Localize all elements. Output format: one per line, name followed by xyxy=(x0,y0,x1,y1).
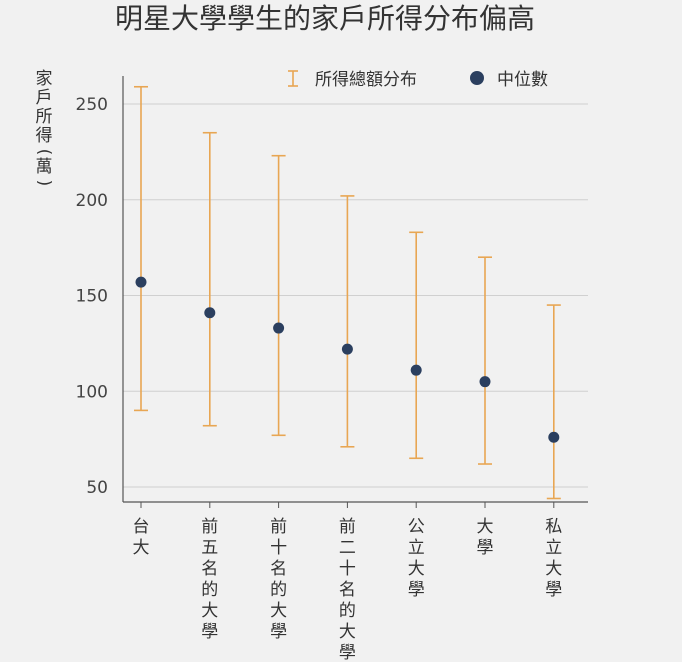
y-axis-label: 家戶所得(萬) xyxy=(34,69,54,187)
median-point xyxy=(135,276,147,288)
legend: 所得總額分布 中位數 xyxy=(288,70,548,90)
median-point xyxy=(204,307,216,319)
x-category-label: 前十名的大學 xyxy=(270,517,287,642)
x-category-label: 大學 xyxy=(477,517,494,558)
median-point xyxy=(273,322,285,334)
x-category-label: 前五名的大學 xyxy=(201,517,218,642)
y-tick-label: 150 xyxy=(76,287,108,307)
legend-item-range: 所得總額分布 xyxy=(288,70,417,90)
range-bar xyxy=(271,154,286,437)
legend-item-median: 中位數 xyxy=(470,70,548,90)
range-bar xyxy=(340,195,355,448)
y-tick-label: 200 xyxy=(76,191,108,211)
x-category-label: 台大 xyxy=(133,517,150,558)
y-tick-labels: 50 100 150 200 250 xyxy=(76,95,108,498)
median-point xyxy=(410,364,422,376)
range-bar xyxy=(202,131,217,427)
range-bar xyxy=(546,304,561,500)
median-points xyxy=(135,276,560,443)
y-tick-label: 100 xyxy=(76,382,108,402)
median-point xyxy=(341,343,353,355)
legend-label-median: 中位數 xyxy=(497,70,548,90)
median-point xyxy=(548,431,560,443)
y-tick-label: 250 xyxy=(76,95,108,115)
range-bar xyxy=(478,256,492,465)
gridlines xyxy=(123,103,588,488)
x-category-label: 公立大學 xyxy=(408,517,425,600)
range-bar xyxy=(409,231,424,460)
x-category-label: 前二十名的大學 xyxy=(339,517,356,662)
x-category-labels: 台大 前五名的大學 前十名的大學 前二十名的大學 公立大學 大學 私立大學 xyxy=(133,517,563,662)
y-tick-label: 50 xyxy=(86,478,108,498)
legend-median-marker xyxy=(470,71,484,85)
range-bar xyxy=(134,85,148,412)
legend-label-range: 所得總額分布 xyxy=(315,70,417,90)
median-point xyxy=(479,376,491,388)
range-bars xyxy=(134,85,561,500)
x-category-label: 私立大學 xyxy=(545,517,562,600)
chart-title: 明星大學學生的家戶所得分布偏高 xyxy=(114,2,535,35)
axes xyxy=(122,76,588,508)
